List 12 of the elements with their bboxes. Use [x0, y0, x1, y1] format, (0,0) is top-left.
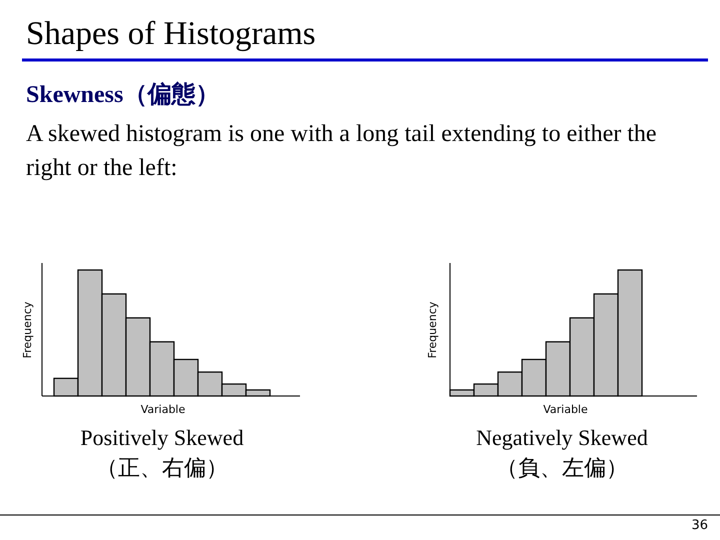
- text: （正、右偏）: [95, 454, 229, 482]
- chart-title: Shapes of Histograms: [26, 16, 316, 53]
- chart-subtitle: Skewness（偏態）: [26, 80, 220, 110]
- text: （負、左偏）: [495, 454, 629, 482]
- text: Negatively Skewed: [475, 425, 649, 451]
- x-axis-title: Variable: [140, 403, 186, 416]
- text: Positively Skewed: [79, 425, 245, 451]
- y-axis-title: Frequency: [21, 301, 34, 358]
- x-axis-title: Variable: [543, 403, 588, 416]
- text: A skewed histogram is one with a long tail extending to either the right or the left:: [26, 120, 658, 183]
- y-axis-title: Frequency: [426, 301, 439, 358]
- text: 36: [691, 518, 708, 533]
